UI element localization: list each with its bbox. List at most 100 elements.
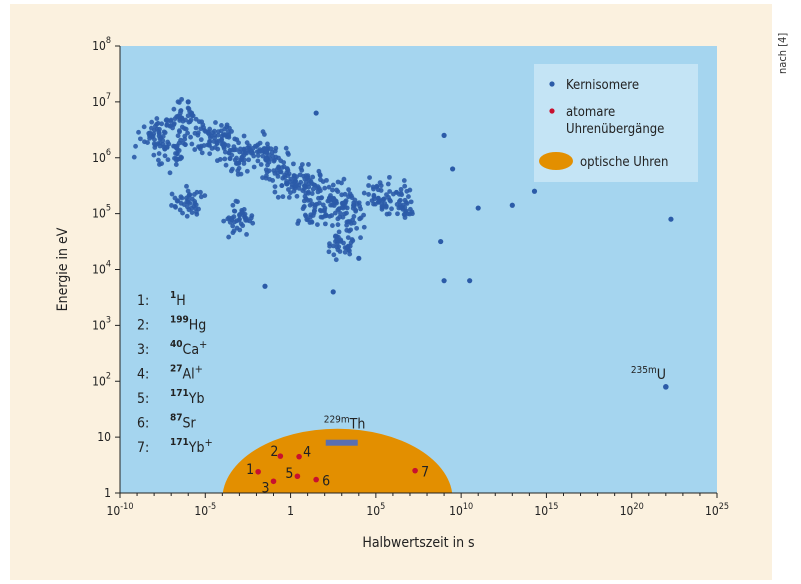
isomer-point [244,140,250,146]
isomer-point [177,156,183,162]
isomer-point [299,167,305,173]
thorium-label: 229mTh [324,415,366,433]
isomer-point [317,188,323,194]
isomer-point [450,166,456,172]
isomer-point [190,113,196,119]
isomer-point [286,195,292,200]
isomer-point [184,213,190,219]
isomer-point [336,229,342,235]
isomer-point [338,237,344,243]
isomer-point [233,198,239,204]
isomer-point [171,121,177,126]
x-tick-label: 10-5 [194,502,216,518]
isomer-point [231,228,237,234]
uranium-label: 235mU [631,365,666,383]
isomer-point [251,164,257,170]
key-nuclide: 171Yb+ [170,436,213,456]
isomer-point [188,134,193,140]
isomer-point [227,156,233,161]
isomer-point [157,136,163,142]
isomer-point [326,184,332,190]
isomer-point [266,159,272,165]
isomer-point [237,146,243,152]
isomer-point [198,137,204,143]
x-tick-label: 1015 [534,502,558,518]
isomer-point [408,199,414,205]
isomer-point [252,143,258,149]
isomer-point [149,119,155,125]
isomer-point [198,194,204,200]
isomer-point [182,126,187,131]
isomer-point [387,197,393,203]
isomer-point [335,222,341,228]
isomer-point [260,129,266,135]
isomer-point [198,189,203,195]
isomer-point [309,201,315,207]
isomer-point [330,187,335,193]
isomer-point [307,220,313,225]
isomer-point [330,182,336,188]
isomer-point [276,155,281,161]
isomer-point [280,175,286,181]
isomer-point [305,197,311,203]
clock-point [412,467,418,474]
isomer-point [246,157,252,163]
key-number: 4: [137,367,149,383]
isomer-points [131,96,674,295]
isomer-point [222,126,228,132]
isomer-point [365,201,371,206]
isomer-point [270,153,276,159]
isomer-point [398,186,404,192]
x-tick-label: 1 [287,504,294,518]
isomer-point [339,192,345,198]
isomer-point [192,147,198,152]
isomer-point [266,152,272,158]
isomer-point [315,222,320,227]
isomer-point [215,146,221,152]
isomer-point [395,211,400,217]
key-number: 6: [137,416,149,432]
isomer-point [331,252,337,258]
clock-point-label: 1 [246,462,254,478]
isomer-point [404,188,410,194]
isomer-point [159,121,165,127]
key-number: 7: [137,440,149,456]
isomer-point [285,166,290,172]
isomer-point [306,162,311,167]
clock-point-label: 7 [421,465,429,481]
isomer-point [137,136,143,142]
isomer-point [280,194,286,200]
isomer-point [276,165,282,171]
isomer-point [265,141,270,147]
isomer-point [262,283,268,289]
isomer-point [347,219,353,224]
y-tick-label: 1 [104,486,111,500]
isomer-point [371,201,376,207]
isomer-point [310,174,316,180]
isomer-point [184,204,190,210]
isomer-point [198,126,204,132]
isomer-point [193,206,198,211]
key-number: 3: [137,342,149,358]
isomer-point [341,176,347,182]
isomer-point [339,204,345,210]
isomer-point [202,127,208,133]
y-tick-label: 103 [92,315,111,332]
isomer-point [272,170,278,176]
isomer-point [231,208,237,214]
isomer-point [234,155,239,161]
isomer-point [367,175,372,181]
isomer-point [342,249,348,255]
x-tick-label: 10-10 [107,502,134,518]
isomer-point [384,192,389,198]
isomer-point [187,109,193,114]
thorium-bar [325,439,358,446]
isomer-point [331,203,337,208]
isomer-point [382,201,388,206]
isomer-point [248,150,254,156]
isomer-point [403,200,409,205]
isomer-point [296,185,302,191]
isomer-point [326,249,332,255]
isomer-point [221,132,227,138]
isomer-point [330,289,336,295]
